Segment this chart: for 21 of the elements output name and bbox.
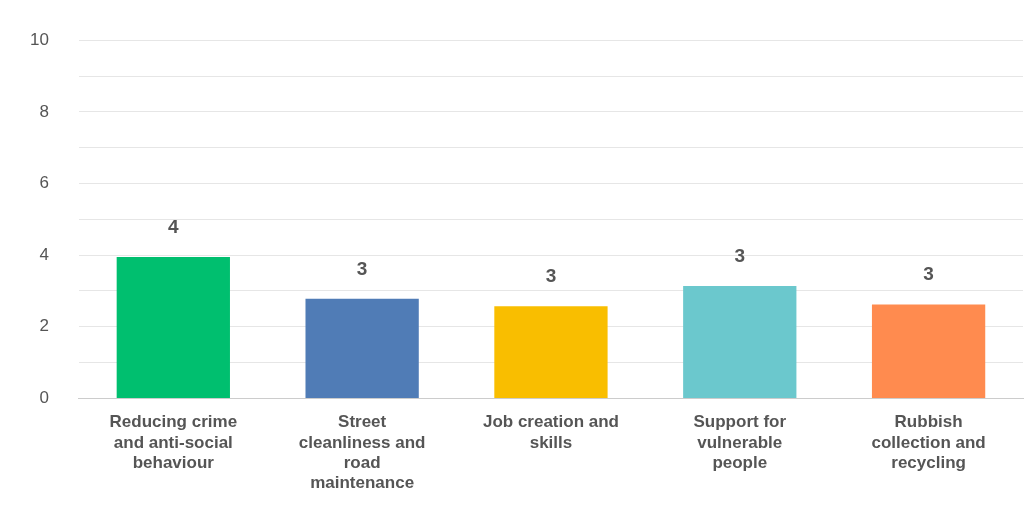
- bar: [305, 298, 419, 398]
- data-label: 3: [545, 265, 557, 287]
- x-tick-label: Support for vulnerable people: [693, 412, 787, 473]
- y-tick-label: 10: [29, 29, 49, 49]
- y-tick-label: 0: [39, 388, 49, 408]
- y-tick-label: 8: [39, 101, 49, 121]
- x-tick-label: Rubbish collection and recycling: [871, 412, 986, 473]
- data-label: 3: [923, 263, 934, 285]
- data-label: 4: [168, 215, 180, 237]
- y-tick-label: 6: [39, 173, 49, 193]
- data-label: 3: [734, 244, 746, 266]
- x-tick-label: Reducing crime and anti-social behaviour: [109, 412, 238, 473]
- x-tick-label: Street cleanliness and road maintenance: [298, 412, 426, 493]
- y-tick-label: 4: [39, 244, 49, 264]
- bar: [871, 304, 986, 398]
- data-label: 3: [356, 257, 368, 279]
- bar: [683, 285, 797, 398]
- x-tick-label: Job creation and skills: [482, 412, 619, 452]
- y-tick-label: 2: [39, 316, 49, 336]
- bar: [494, 306, 608, 398]
- bar: [116, 256, 230, 398]
